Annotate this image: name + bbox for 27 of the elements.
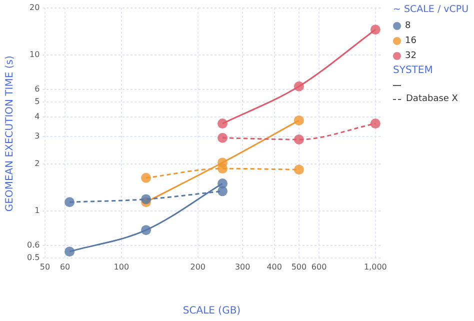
- x-axis-title: SCALE (GB): [182, 306, 241, 317]
- y-tick-label: 0.5: [26, 253, 40, 262]
- x-tick-label: 100: [114, 262, 130, 272]
- y-tick-label: 0.6: [26, 240, 40, 250]
- legend-title: ~ SCALE / vCPU: [393, 4, 469, 15]
- y-tick-label: 20: [30, 2, 40, 12]
- y-tick-label: 3: [34, 132, 40, 141]
- legend-label: 16: [405, 36, 416, 46]
- legend-label: 32: [405, 50, 416, 60]
- x-tick-label: 600: [311, 262, 327, 272]
- x-tick-label: 50: [40, 262, 50, 272]
- y-tick-label: 2: [34, 159, 40, 168]
- x-tick-label: 60: [60, 262, 70, 272]
- y-tick-label: 4: [34, 112, 40, 122]
- legend-label: 8: [405, 20, 411, 30]
- x-tick-label: 500: [291, 262, 307, 272]
- x-tick-label: 1,000: [364, 262, 387, 272]
- text: Database X: [406, 94, 458, 104]
- x-tick-label: 400: [266, 262, 282, 272]
- text: SYSTEM: [393, 65, 434, 76]
- y-tick-label: 5: [34, 96, 40, 106]
- x-tick-label: 200: [190, 262, 206, 272]
- y-tick-label: 10: [30, 50, 40, 59]
- y-tick-label: 6: [34, 84, 40, 94]
- y-axis-title: GEOMEAN EXECUTION TIME (s): [4, 56, 16, 212]
- y-tick-label: 1: [34, 206, 40, 216]
- x-tick-label: 300: [234, 262, 250, 272]
